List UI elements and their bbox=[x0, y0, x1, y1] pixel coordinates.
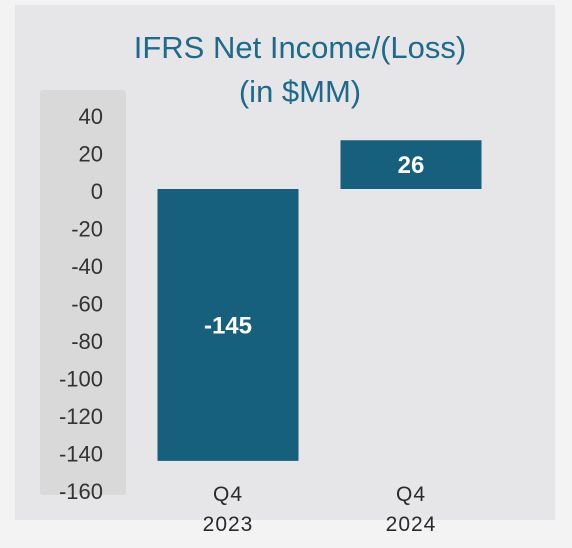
x-tick-label: Q4 2024 bbox=[385, 483, 437, 536]
y-tick-label: -100 bbox=[59, 366, 103, 391]
value-label: 26 bbox=[398, 152, 425, 179]
y-tick-label: 40 bbox=[79, 104, 103, 129]
y-tick-label: -40 bbox=[71, 254, 103, 279]
y-tick-label: -60 bbox=[71, 291, 103, 316]
x-tick-label: Q4 2023 bbox=[202, 483, 254, 536]
y-tick-label: -120 bbox=[59, 404, 103, 429]
title-line: IFRS Net Income/(Loss) bbox=[133, 30, 467, 65]
y-tick-label: -160 bbox=[59, 479, 103, 504]
chart-title: IFRS Net Income/(Loss) (in $MM) bbox=[70, 26, 530, 114]
y-tick-label: -20 bbox=[71, 216, 103, 241]
y-axis-band bbox=[40, 90, 126, 495]
y-tick-label: 20 bbox=[79, 141, 103, 166]
y-tick-label: -140 bbox=[59, 441, 103, 466]
y-tick-label: 0 bbox=[91, 179, 103, 204]
value-label: -145 bbox=[204, 312, 252, 339]
bar bbox=[340, 140, 482, 189]
bar bbox=[157, 189, 299, 461]
y-tick-label: -80 bbox=[71, 329, 103, 354]
title-line: (in $MM) bbox=[238, 74, 362, 109]
